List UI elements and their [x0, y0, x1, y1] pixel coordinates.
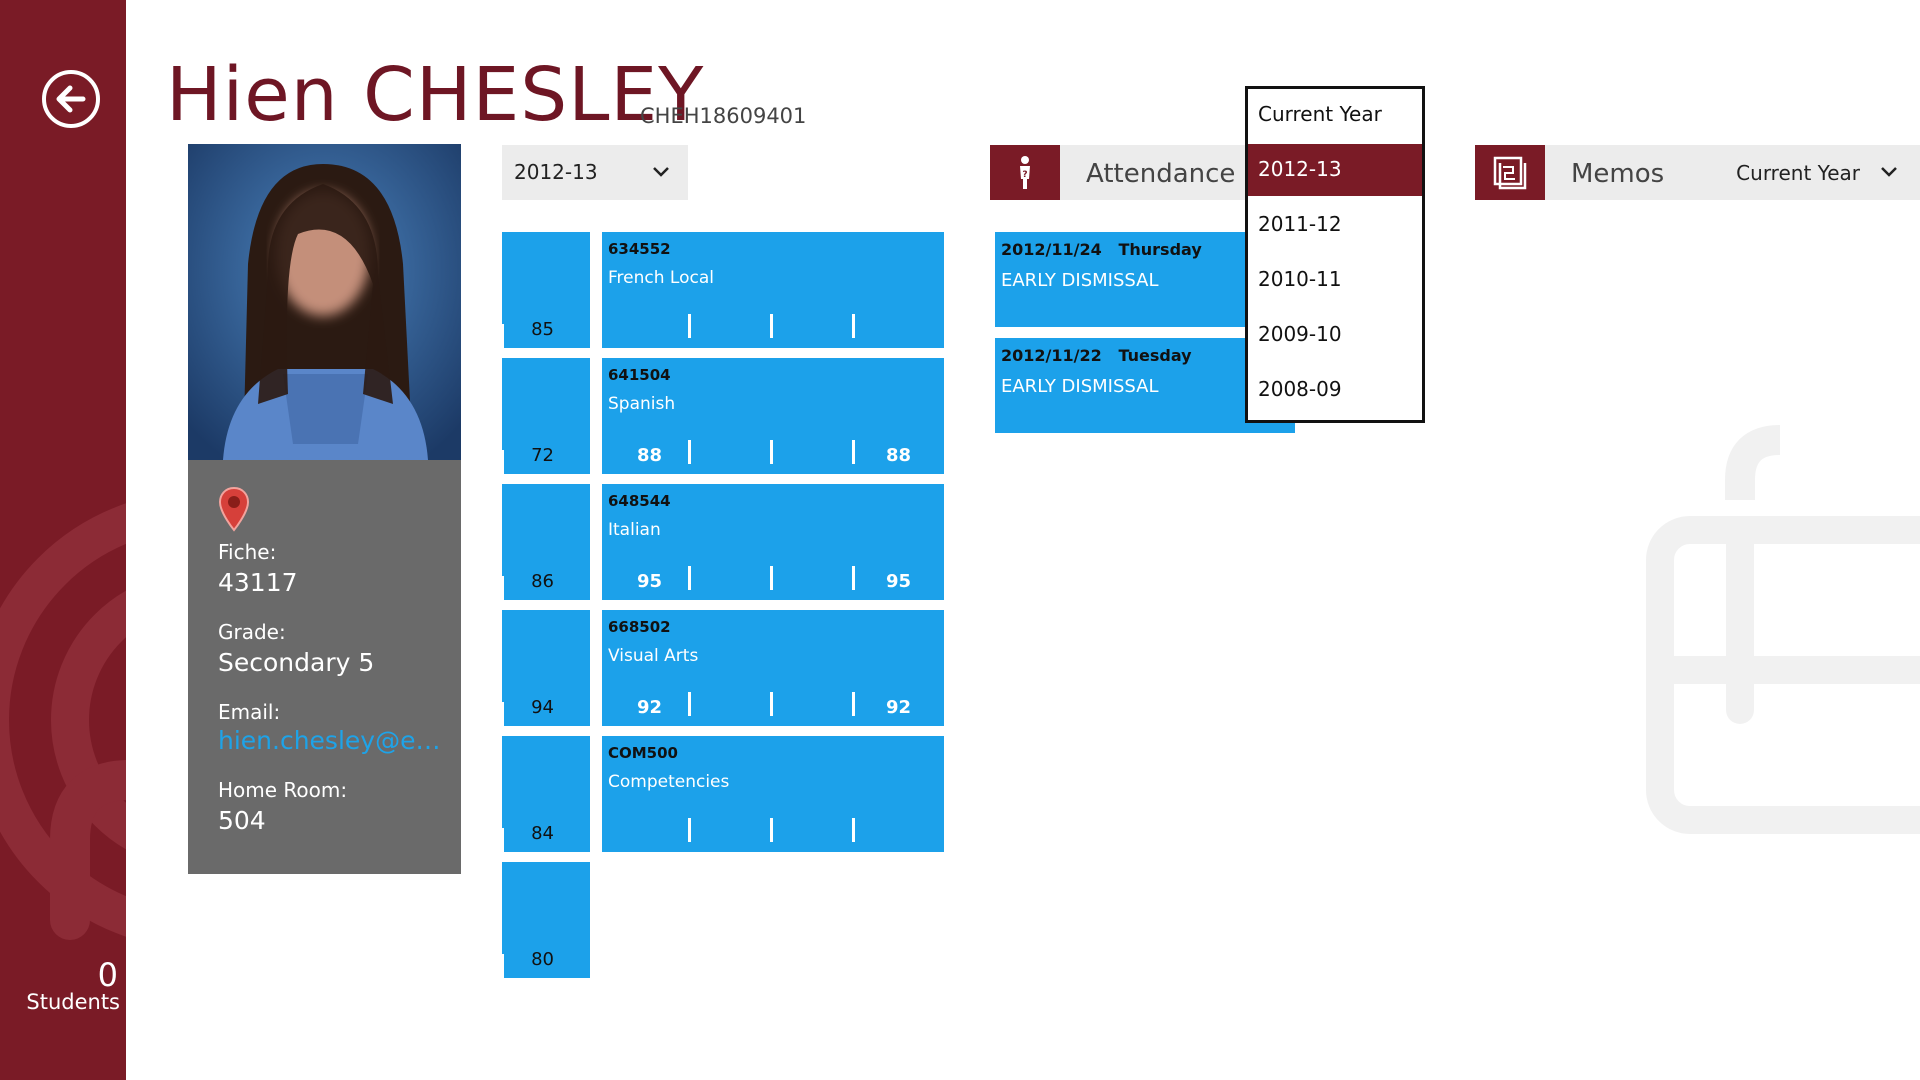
average-value: 80 — [531, 949, 554, 970]
average-tile[interactable]: 86 — [502, 484, 590, 600]
course-tile[interactable]: 641504 Spanish 88 88 — [602, 358, 944, 474]
course-tile[interactable]: 634552 French Local — [602, 232, 944, 348]
term-divider — [688, 818, 691, 842]
term-divider — [770, 314, 773, 338]
average-value: 72 — [531, 445, 554, 466]
term-divider — [770, 440, 773, 464]
student-photo — [188, 144, 461, 460]
student-photo-image — [188, 144, 461, 460]
final-grade: 92 — [886, 697, 912, 718]
dropdown-option[interactable]: 2010-11 — [1258, 267, 1342, 291]
grade-value: Secondary 5 — [218, 648, 375, 677]
average-tile[interactable]: 80 — [502, 862, 590, 978]
email-label: Email: — [218, 700, 281, 724]
term-grade: 95 — [637, 571, 663, 592]
term-grade: 88 — [637, 445, 663, 466]
term-divider — [852, 440, 855, 464]
grades-year-select[interactable]: 2012-13 — [502, 145, 688, 200]
email-link[interactable]: hien.chesley@ema... — [218, 726, 458, 755]
term-divider — [688, 692, 691, 716]
student-info-card: Fiche: 43117 Grade: Secondary 5 Email: h… — [188, 460, 461, 874]
course-name: Visual Arts — [608, 646, 699, 666]
dropdown-option[interactable]: 2011-12 — [1258, 212, 1342, 236]
chevron-down-icon[interactable] — [1880, 165, 1898, 179]
attendance-date: 2012/11/22 Tuesday — [1001, 346, 1192, 365]
memos-header[interactable]: Memos Current Year — [1545, 145, 1920, 200]
term-divider — [852, 314, 855, 338]
average-value: 85 — [531, 319, 554, 340]
dropdown-option-selected[interactable]: 2012-13 — [1248, 144, 1422, 196]
memo-icon — [1493, 156, 1527, 190]
back-button[interactable] — [42, 70, 100, 128]
year-dropdown[interactable]: Current Year 2012-13 2011-12 2010-11 200… — [1245, 86, 1425, 423]
location-pin-icon — [218, 486, 250, 532]
briefcase-watermark-icon — [1646, 425, 1920, 834]
course-code: 648544 — [608, 492, 671, 510]
course-code: 641504 — [608, 366, 671, 384]
average-value: 84 — [531, 823, 554, 844]
student-count: 0 — [97, 956, 118, 994]
fiche-label: Fiche: — [218, 540, 277, 564]
course-tile[interactable]: 648544 Italian 95 95 — [602, 484, 944, 600]
attendance-title: Attendance — [1086, 159, 1236, 189]
grades-year-value: 2012-13 — [514, 160, 598, 184]
term-divider — [852, 692, 855, 716]
sidebar: 0 Students — [0, 0, 126, 1080]
attendance-date: 2012/11/24 Thursday — [1001, 240, 1202, 259]
attendance-icon-tile: ? — [990, 145, 1060, 200]
person-icon: ? — [1020, 156, 1030, 189]
term-divider — [770, 818, 773, 842]
arrow-left-icon — [56, 85, 86, 113]
average-tile[interactable]: 84 — [502, 736, 590, 852]
course-name: Italian — [608, 520, 661, 540]
homeroom-value: 504 — [218, 806, 266, 835]
course-code: COM500 — [608, 744, 678, 762]
dropdown-option[interactable]: Current Year — [1258, 102, 1382, 126]
average-tile[interactable]: 85 — [502, 232, 590, 348]
course-tile[interactable]: COM500 Competencies — [602, 736, 944, 852]
term-divider — [852, 818, 855, 842]
final-grade: 88 — [886, 445, 912, 466]
course-name: Competencies — [608, 772, 730, 792]
memos-year-value[interactable]: Current Year — [1736, 161, 1860, 185]
attendance-reason: EARLY DISMISSAL — [1001, 270, 1159, 291]
sidebar-decoration-icon — [0, 503, 126, 940]
page-title: Hien CHESLEY — [166, 52, 705, 138]
svg-text:?: ? — [1022, 170, 1027, 180]
term-divider — [688, 314, 691, 338]
chevron-down-icon — [653, 167, 669, 177]
fiche-value: 43117 — [218, 568, 298, 597]
dropdown-option[interactable]: 2009-10 — [1258, 322, 1342, 346]
course-name: French Local — [608, 268, 714, 288]
course-code: 634552 — [608, 240, 671, 258]
average-value: 86 — [531, 571, 554, 592]
attendance-header[interactable]: Attendance — [1060, 145, 1250, 200]
average-tile[interactable]: 72 — [502, 358, 590, 474]
dropdown-option[interactable]: 2008-09 — [1258, 377, 1342, 401]
attendance-reason: EARLY DISMISSAL — [1001, 376, 1159, 397]
course-tile[interactable]: 668502 Visual Arts 92 92 — [602, 610, 944, 726]
average-value: 94 — [531, 697, 554, 718]
course-code: 668502 — [608, 618, 671, 636]
memos-title: Memos — [1571, 159, 1665, 189]
student-id: CHEH18609401 — [640, 104, 807, 128]
final-grade: 95 — [886, 571, 912, 592]
term-divider — [770, 692, 773, 716]
memos-icon-tile — [1475, 145, 1545, 200]
course-name: Spanish — [608, 394, 676, 414]
term-grade: 92 — [637, 697, 663, 718]
term-divider — [852, 566, 855, 590]
homeroom-label: Home Room: — [218, 778, 348, 802]
average-tile[interactable]: 94 — [502, 610, 590, 726]
grade-label: Grade: — [218, 620, 286, 644]
attendance-record[interactable]: 2012/11/24 Thursday EARLY DISMISSAL — [995, 232, 1295, 327]
students-label: Students — [26, 990, 120, 1014]
term-divider — [688, 566, 691, 590]
term-divider — [688, 440, 691, 464]
term-divider — [770, 566, 773, 590]
